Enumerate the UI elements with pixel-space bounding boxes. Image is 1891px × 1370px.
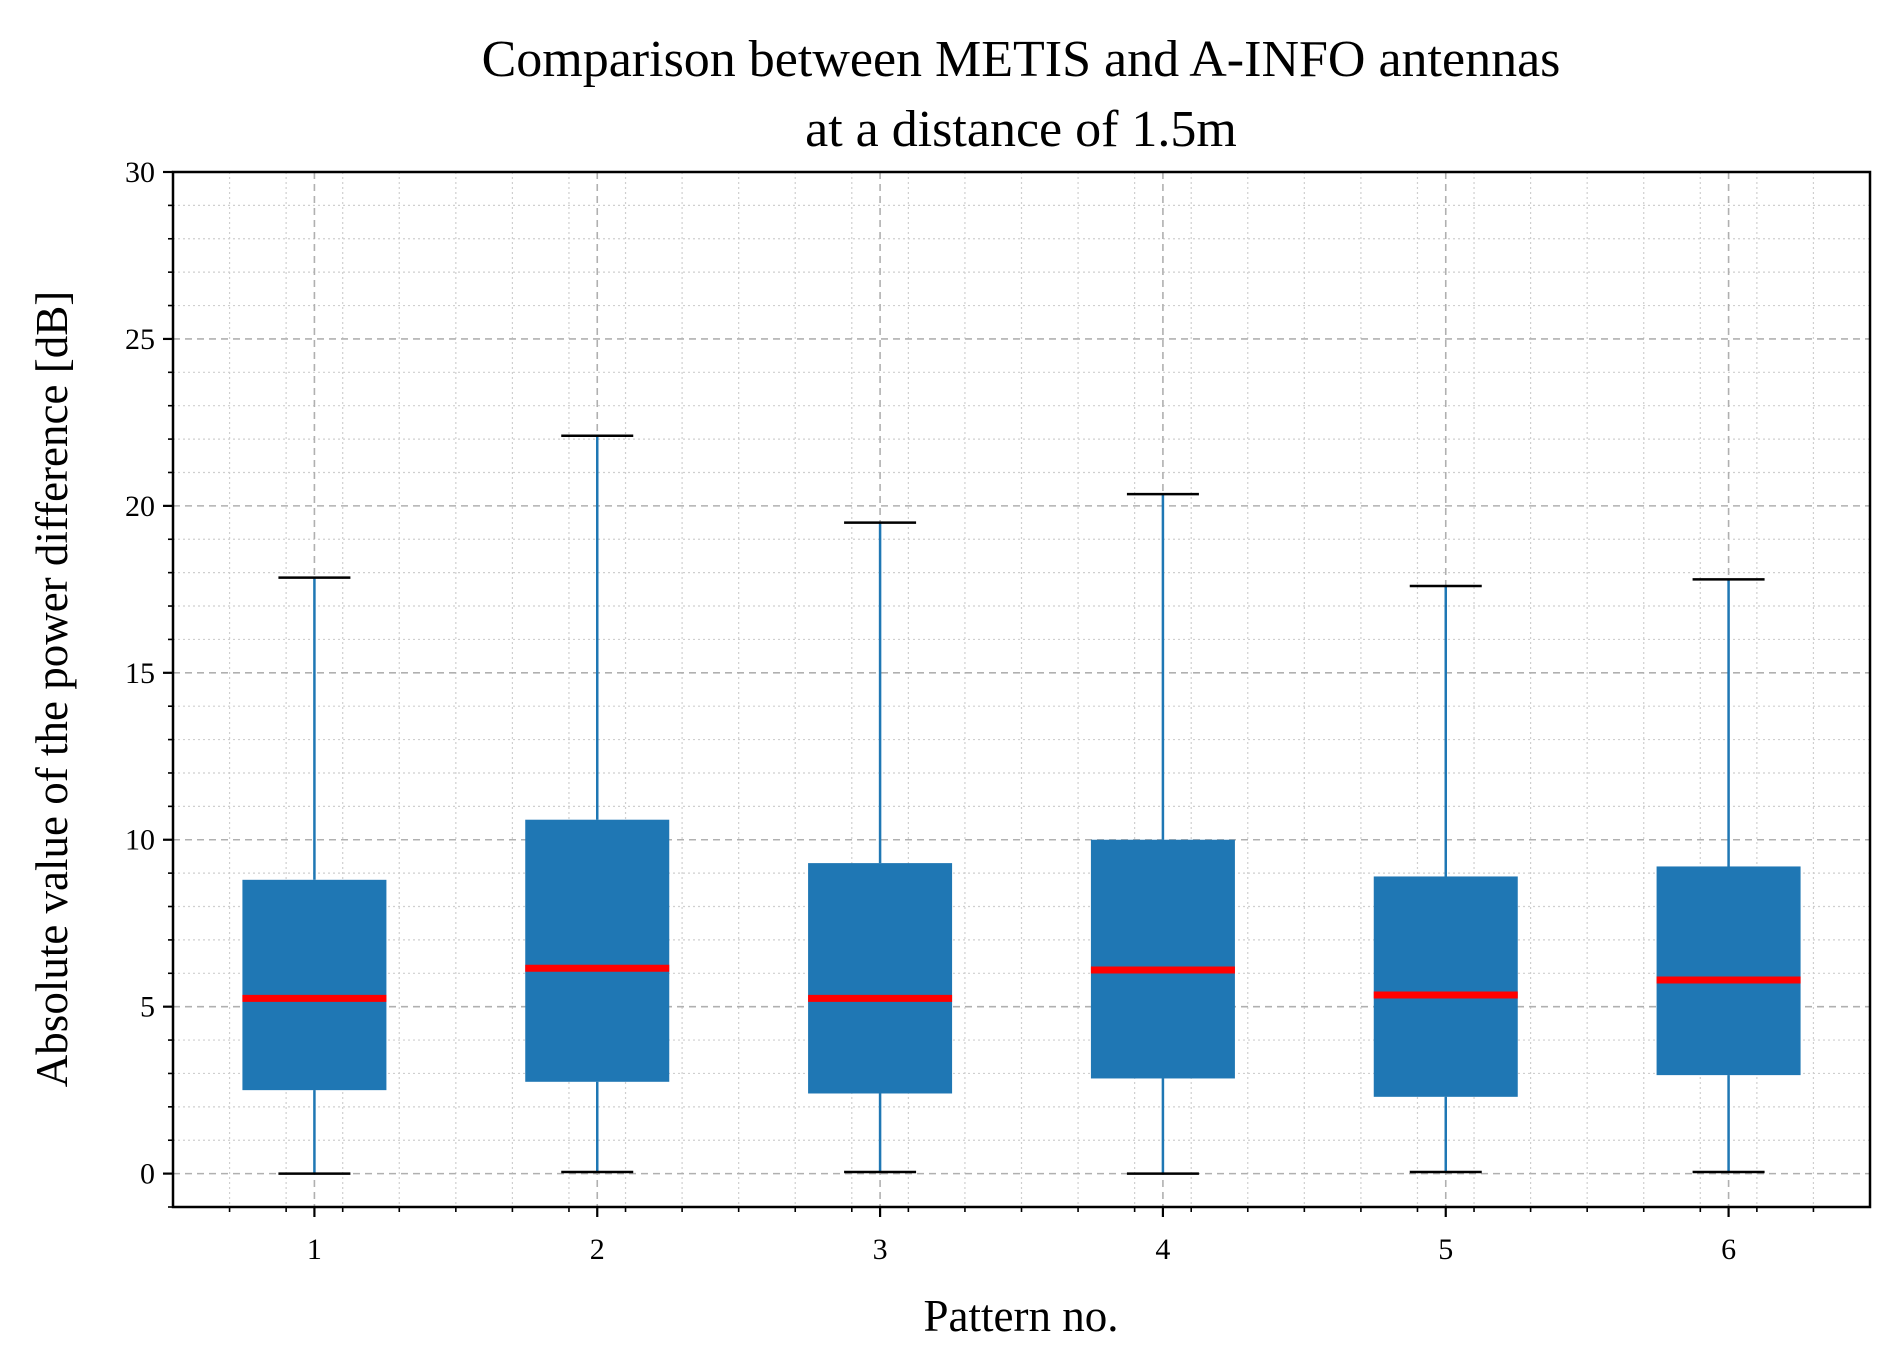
box-group-4 [1090,492,1235,1175]
chart-title-line-2: at a distance of 1.5m [805,101,1237,158]
x-tick-label: 5 [1438,1233,1453,1266]
x-tick-label: 4 [1155,1233,1170,1266]
box-group-3 [808,521,953,1174]
y-tick-label: 20 [125,490,155,523]
y-tick-label: 5 [140,991,155,1024]
y-axis-label: Absolute value of the power difference [… [27,291,77,1087]
box-group-6 [1656,578,1801,1174]
y-tick-label: 25 [125,323,155,356]
y-tick-label: 30 [125,156,155,189]
x-axis-label: Pattern no. [924,1291,1119,1341]
x-tick-label: 1 [307,1233,322,1266]
x-tick-label: 3 [873,1233,888,1266]
y-tick-label: 0 [140,1158,155,1191]
ticks: 0 5 10 15 20 25 30 1 2 3 4 5 6 [125,156,1815,1266]
box-group-2 [525,434,670,1174]
x-tick-label: 6 [1721,1233,1736,1266]
box-iqr [1656,866,1801,1076]
box-group-5 [1373,584,1518,1174]
box-iqr [1373,876,1518,1097]
box-iqr [808,863,953,1094]
chart-title-line-1: Comparison between METIS and A-INFO ante… [482,31,1561,88]
x-tick-label: 2 [590,1233,605,1266]
y-tick-label: 15 [125,657,155,690]
box-iqr [242,879,387,1091]
boxes [242,434,1801,1175]
box-iqr [525,819,670,1082]
box-group-1 [242,576,387,1175]
y-tick-label: 10 [125,824,155,857]
box-iqr [1090,839,1235,1079]
